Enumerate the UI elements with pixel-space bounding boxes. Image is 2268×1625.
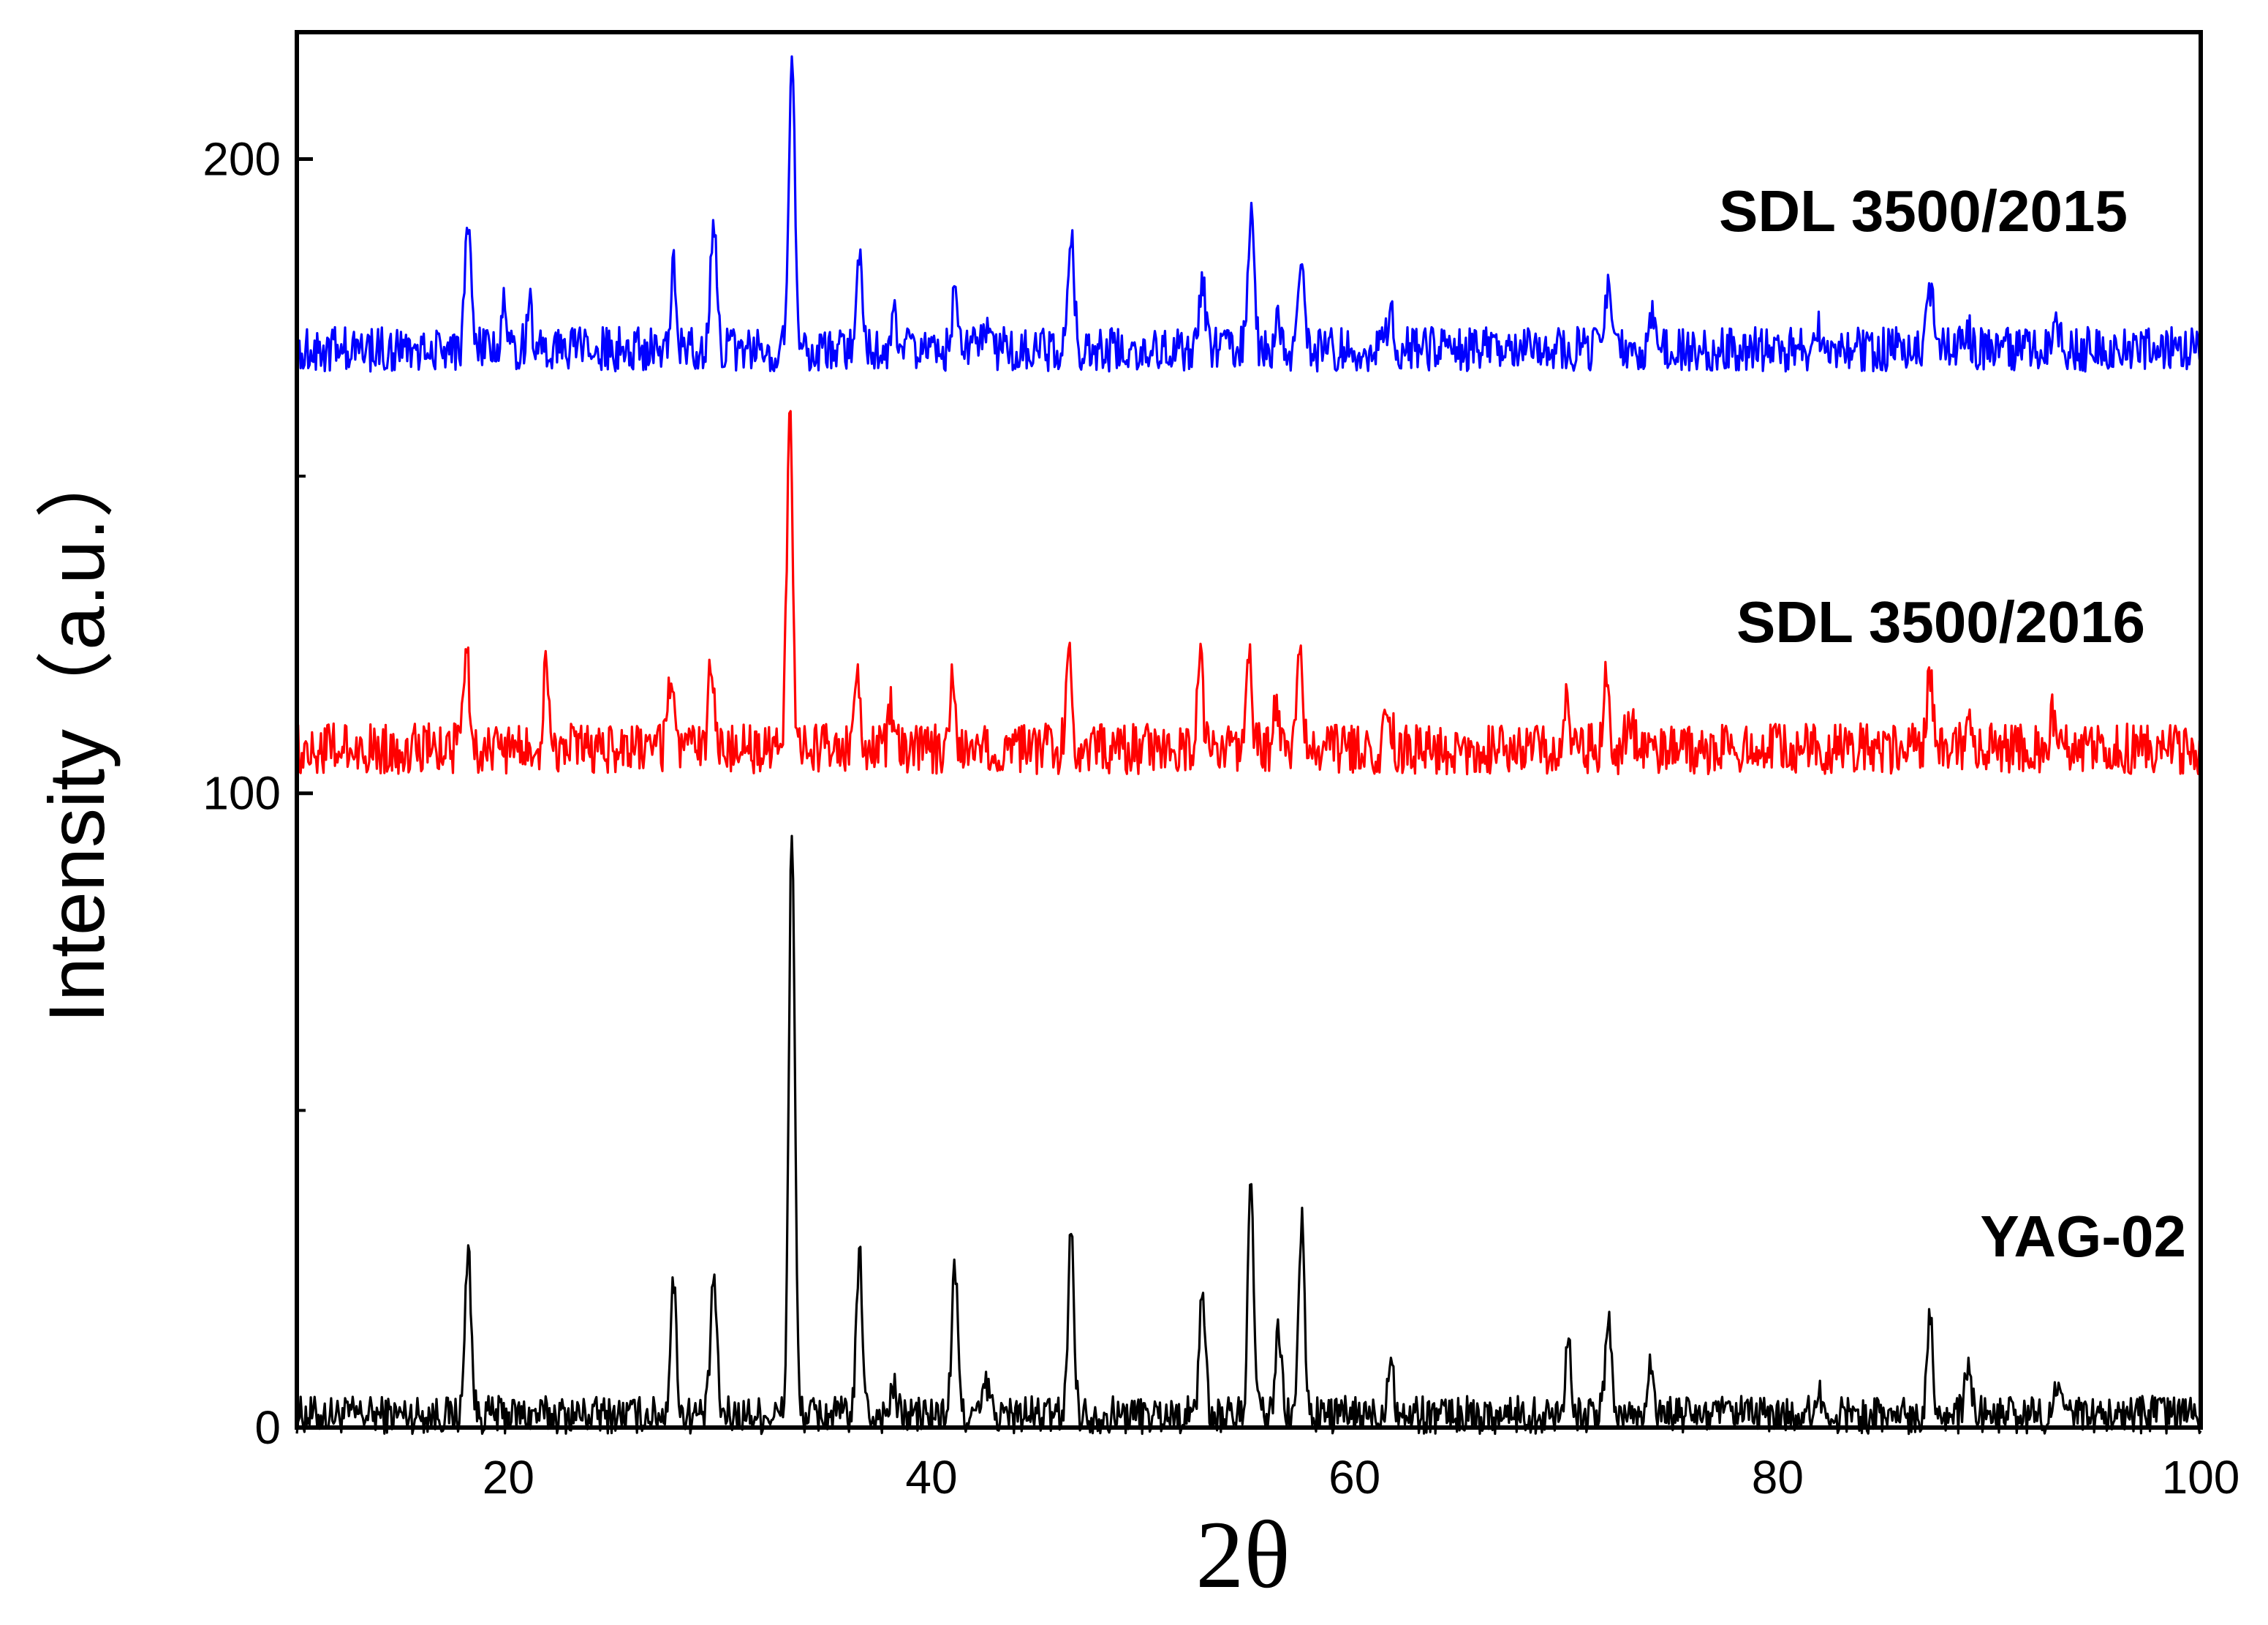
series-label-sdl-2015: SDL 3500/2015 [1719,178,2128,244]
x-tick-label: 20 [483,1451,534,1504]
x-tick-label: 80 [1752,1451,1804,1504]
series-layer [295,55,2202,1436]
x-axis-title: 2θ [1195,1501,1290,1608]
series-line-yag-02 [295,834,2202,1436]
y-tick-label: 100 [203,767,281,820]
y-tick-label: 0 [254,1401,281,1454]
tick-layer: 20 40 60 80 100 0 100 200 [203,132,2239,1504]
x-tick-label: 60 [1328,1451,1380,1504]
plot-frame [295,30,2203,1430]
series-label-sdl-2016: SDL 3500/2016 [1736,589,2145,655]
y-tick-label: 200 [203,132,281,185]
x-tick-label: 100 [2162,1451,2240,1504]
y-axis-title: Intensity（a.u.） [32,440,121,1023]
series-label-yag-02: YAG-02 [1980,1204,2186,1269]
series-line-sdl-3500-2016 [295,410,2202,776]
x-tick-label: 40 [905,1451,957,1504]
series-line-sdl-3500-2015 [295,55,2202,373]
